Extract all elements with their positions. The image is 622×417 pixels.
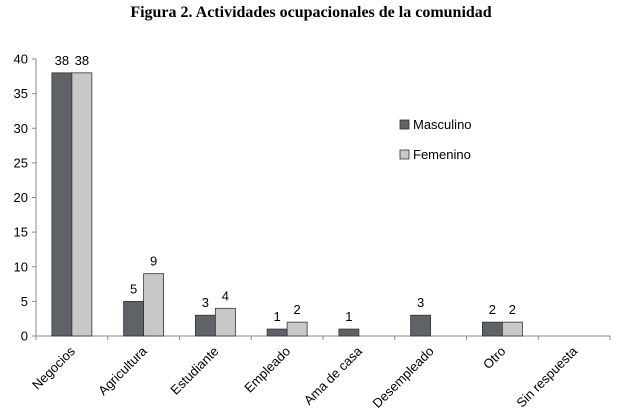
data-label: 38 — [75, 53, 89, 68]
y-tick-label: 5 — [21, 294, 28, 309]
y-tick-label: 35 — [14, 86, 28, 101]
data-label: 2 — [509, 302, 516, 317]
bar-femenino-3 — [286, 321, 308, 337]
bar-femenino-6 — [501, 321, 523, 337]
bar-masculino-5 — [410, 314, 432, 337]
data-label: 38 — [55, 53, 69, 68]
bar-femenino-2 — [214, 307, 236, 337]
y-tick-label: 10 — [14, 259, 28, 274]
bar-masculino-1 — [123, 300, 145, 337]
data-label: 9 — [150, 254, 157, 269]
y-tick-label: 15 — [14, 225, 28, 240]
data-label: 2 — [294, 302, 301, 317]
chart-title: Figura 2. Actividades ocupacionales de l… — [130, 4, 492, 21]
y-tick-label: 25 — [14, 155, 28, 170]
data-label: 3 — [202, 295, 209, 310]
data-label: 1 — [345, 309, 352, 324]
legend-swatch — [399, 119, 410, 130]
x-tick-label: Desempleado — [369, 344, 436, 411]
y-tick-label: 30 — [14, 121, 28, 136]
data-label: 4 — [222, 288, 229, 303]
bar-masculino-6 — [481, 321, 503, 337]
legend-label: Femenino — [413, 147, 471, 162]
legend-label: Masculino — [413, 117, 472, 132]
data-label: 5 — [130, 281, 137, 296]
bar-masculino-0 — [51, 72, 73, 337]
y-tick-label: 0 — [21, 329, 28, 344]
x-tick-label: Empleado — [241, 344, 293, 396]
x-tick-label: Sin respuesta — [513, 343, 580, 410]
bar-masculino-4 — [338, 328, 360, 337]
data-label: 2 — [489, 302, 496, 317]
x-tick-label: Otro — [480, 344, 508, 372]
y-tick-label: 20 — [14, 190, 28, 205]
bar-masculino-2 — [194, 314, 216, 337]
x-tick-label: Ama de casa — [301, 343, 366, 408]
legend-swatch — [399, 149, 410, 160]
data-label: 3 — [417, 295, 424, 310]
bar-masculino-3 — [266, 328, 288, 337]
x-tick-label: Agricultura — [95, 343, 150, 398]
x-tick-label: Estudiante — [167, 344, 221, 398]
bar-femenino-1 — [143, 273, 165, 337]
x-tick-label: Negocios — [29, 343, 78, 392]
bar-femenino-0 — [71, 72, 93, 337]
y-tick-label: 40 — [14, 52, 28, 67]
data-label: 1 — [274, 309, 281, 324]
